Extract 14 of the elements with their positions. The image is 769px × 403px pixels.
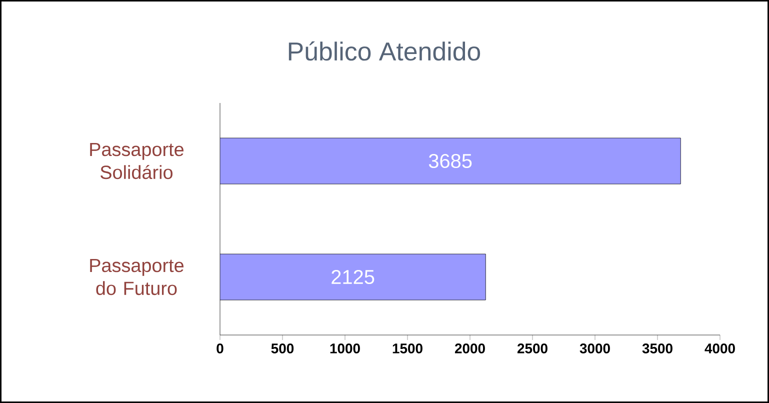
x-tick-label: 0 (216, 344, 224, 354)
x-tick-label: 3500 (642, 344, 672, 354)
chart-title: Público Atendido (288, 41, 480, 61)
y-tick-label: Passaporte Solidário (90, 142, 184, 180)
x-tick-label: 2500 (517, 344, 548, 354)
x-tick-label: 1500 (392, 344, 422, 354)
x-tick-label: 500 (271, 344, 294, 354)
y-tick-label: Passaporte do Futuro (90, 258, 184, 296)
x-tick-label: 1000 (330, 344, 360, 354)
x-tick-label: 4000 (704, 344, 735, 354)
data-label: 2125 (332, 270, 374, 284)
data-label: 3685 (428, 154, 472, 168)
x-tick-label: 2000 (454, 344, 485, 354)
x-tick-label: 3000 (580, 344, 610, 354)
